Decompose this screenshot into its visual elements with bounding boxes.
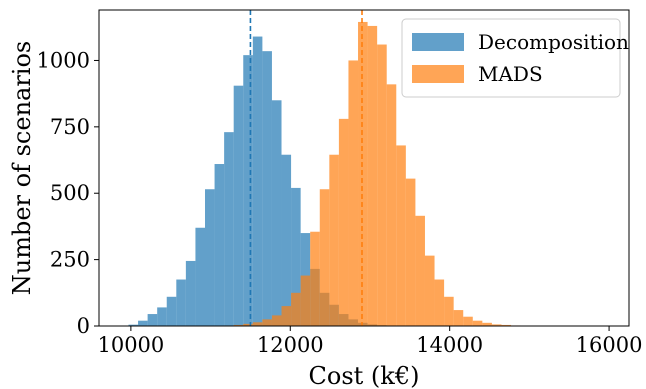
bar-decomposition-5 [176,279,186,326]
bar-decomposition-3 [157,307,167,326]
bar-decomposition-9 [214,164,225,326]
mean-lines [249,10,363,326]
bar-decomposition-6 [185,260,196,326]
bar-mads-26 [472,320,483,326]
bar-mads-9 [310,231,320,326]
bar-mads-25 [463,316,473,326]
bar-decomposition-2 [147,314,158,326]
bar-mads-29 [501,324,512,326]
x-tick-label: 12000 [257,333,324,357]
bar-mads-11 [329,154,339,326]
bar-mads-27 [482,322,492,326]
bar-mads-2 [243,323,253,326]
bar-mads-4 [262,319,272,326]
bar-decomposition-11 [233,85,244,327]
bar-mads-17 [386,84,397,327]
x-tick-label: 10000 [97,333,164,357]
bar-mads-12 [338,118,349,326]
legend-swatch-mads [412,65,464,83]
bar-mads-13 [348,60,359,326]
bar-decomposition-7 [195,227,205,326]
bar-decomposition-1 [138,320,148,326]
bar-mads-20 [415,215,425,326]
legend-label-decomposition: Decomposition [478,30,629,54]
bar-decomposition-17 [291,187,301,326]
legend: Decomposition MADS [401,18,629,98]
bar-mads-23 [444,296,454,326]
bar-decomposition-12 [243,55,253,327]
bar-decomposition-10 [224,132,234,326]
bar-decomposition-15 [271,100,282,327]
bar-mads-18 [396,145,406,326]
bar-decomposition-14 [262,51,272,326]
bar-mads-10 [319,189,330,326]
bar-mads-6 [281,306,292,326]
bar-mads-21 [424,255,435,326]
bar-decomposition-8 [205,189,215,326]
bar-mads-19 [405,178,416,326]
bar-decomposition-0 [128,324,139,326]
bar-mads-7 [291,292,301,326]
y-tick-label: 500 [50,181,90,205]
bar-mads-5 [271,315,282,326]
bar-mads-8 [300,275,311,326]
x-tick-label: 16000 [576,333,643,357]
y-tick-label: 0 [77,314,90,338]
bar-mads-28 [491,324,502,326]
bar-mads-1 [233,324,244,326]
x-tick-label: 14000 [416,333,483,357]
bar-decomposition-4 [166,296,177,326]
x-axis-label: Cost (k€) [309,362,420,389]
y-axis-ticks: 0 250 500 750 1000 [37,48,99,338]
plot-frame [98,9,630,327]
bar-decomposition-16 [281,154,292,326]
bar-decomposition-13 [252,36,263,326]
legend-label-mads: MADS [478,62,543,86]
x-axis-ticks: 10000 12000 14000 16000 [97,326,642,357]
bar-mads-22 [434,279,445,326]
bar-mads-15 [367,25,378,327]
y-axis-label: Number of scenarios [8,41,36,295]
bar-mads-24 [453,310,464,326]
bar-mads-3 [252,322,263,326]
y-tick-label: 1000 [37,48,90,72]
y-tick-label: 250 [50,248,90,272]
bar-mads-16 [377,44,387,327]
y-tick-label: 750 [50,115,90,139]
legend-swatch-decomposition [412,33,464,51]
